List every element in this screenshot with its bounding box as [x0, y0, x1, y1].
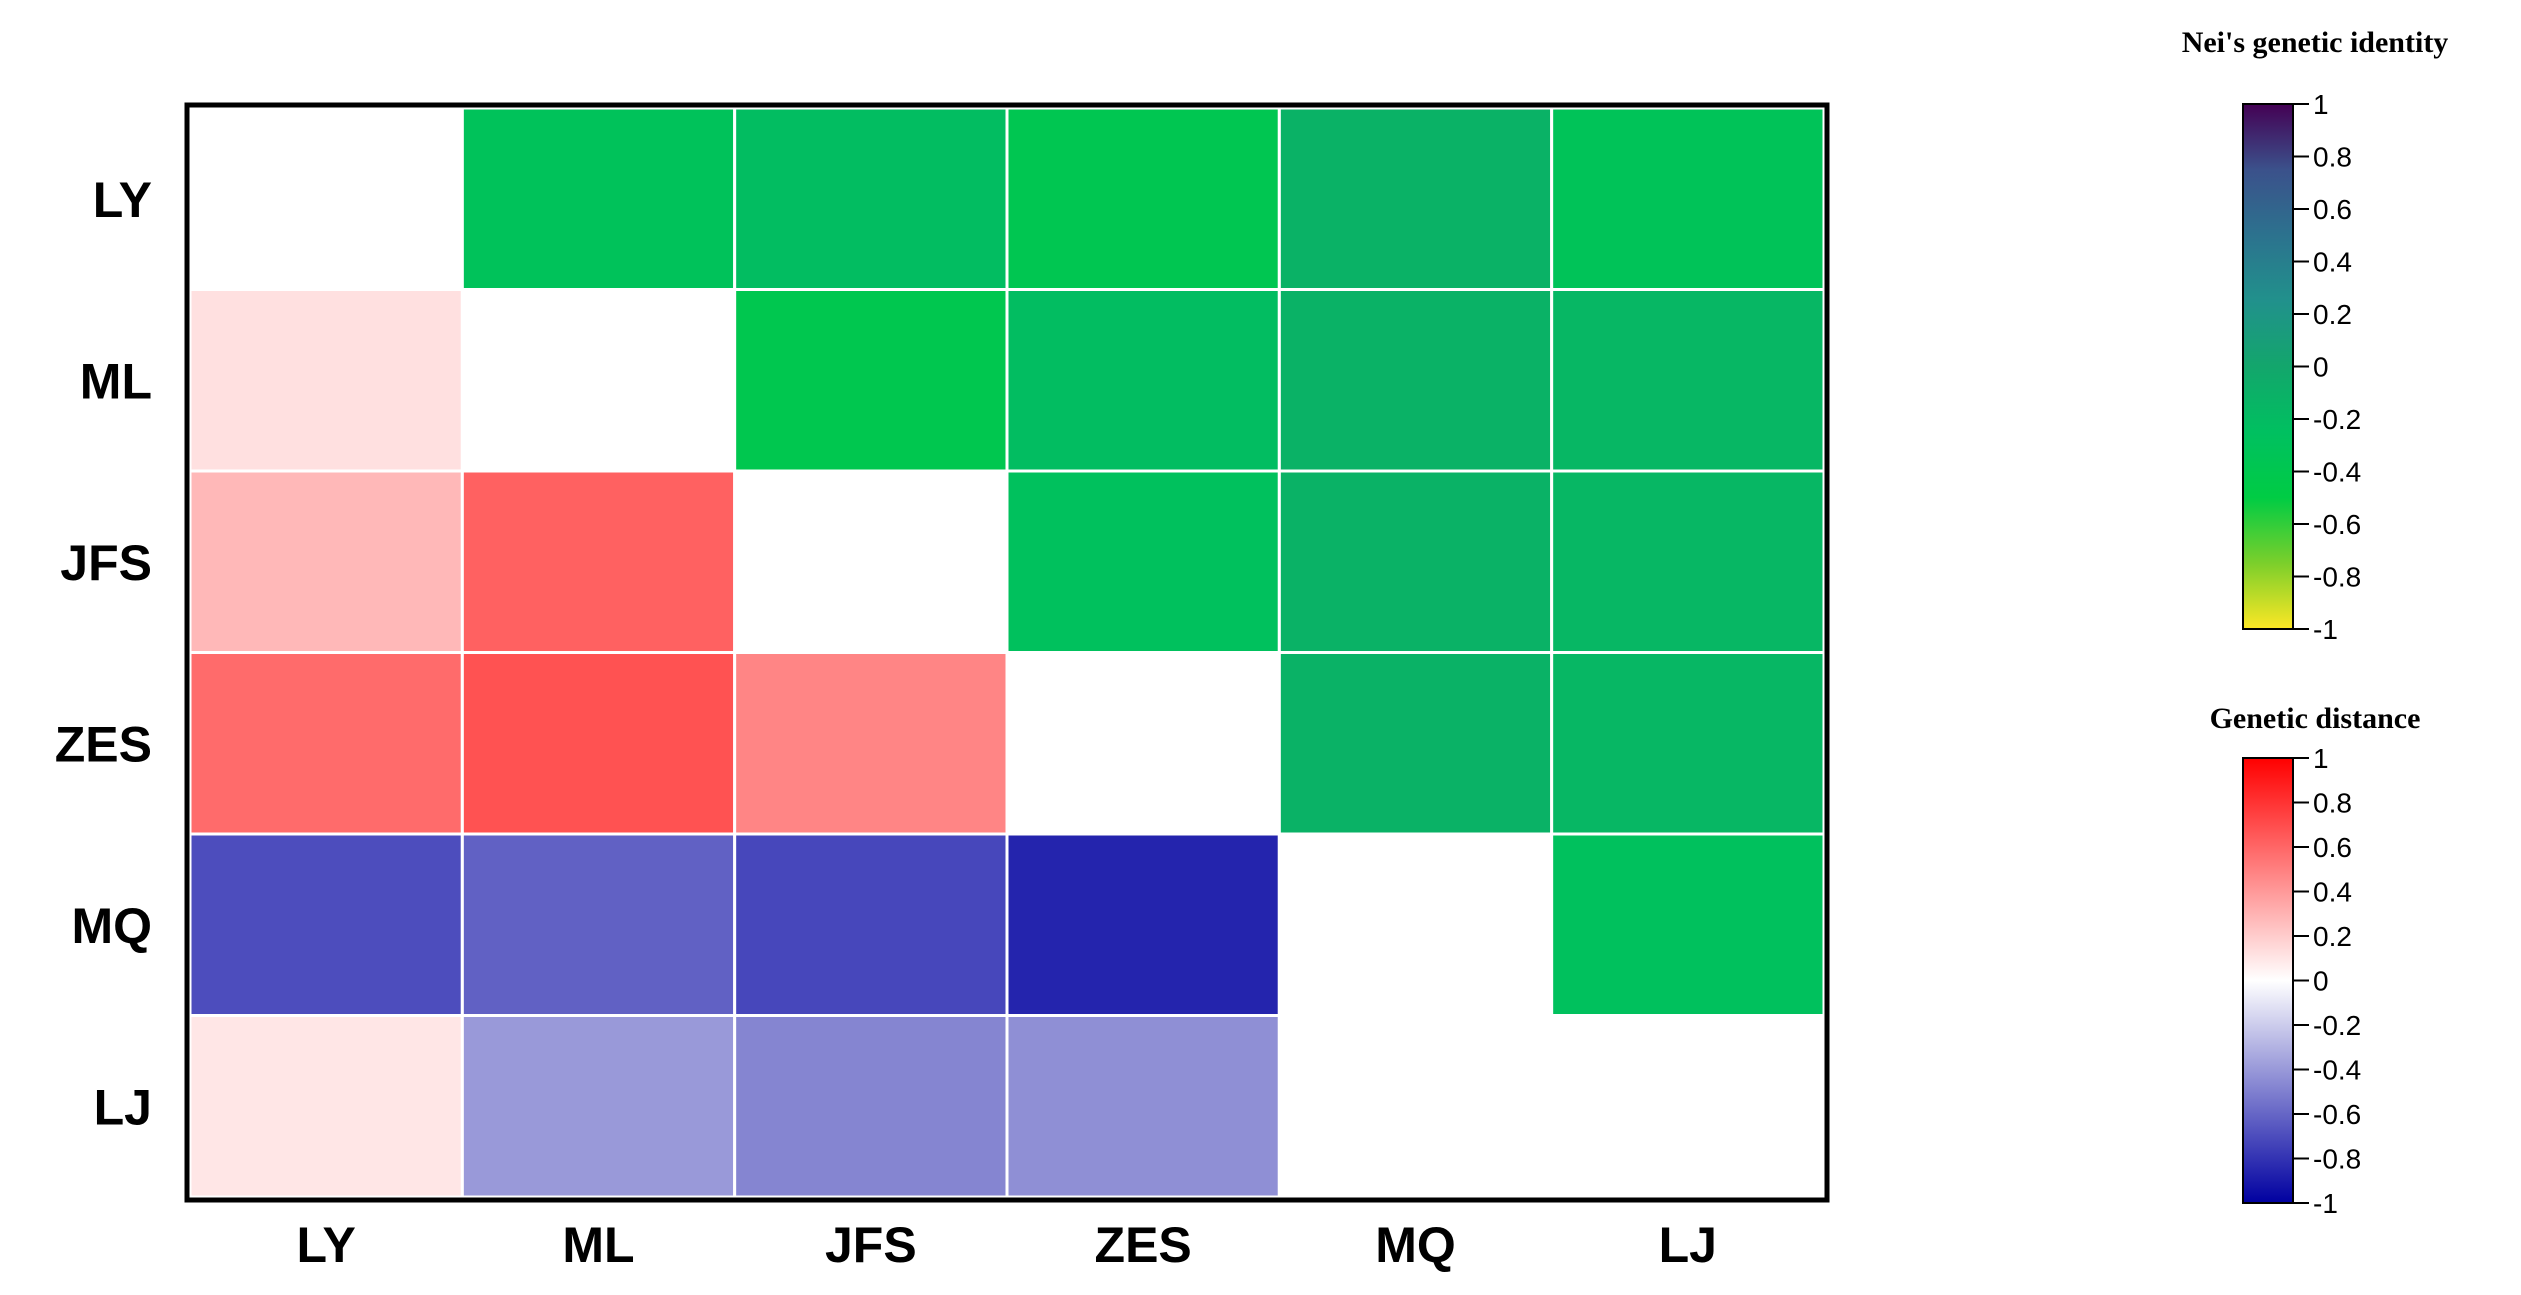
- colorbar-identity-title: Nei's genetic identity: [2182, 26, 2449, 59]
- column-label-ly: LY: [297, 1217, 356, 1273]
- heatmap-cell-zes-ml: [460, 651, 737, 836]
- heatmap-cell-zes-mq: [1277, 651, 1554, 836]
- colorbar-identity-tick-label: 1: [2313, 89, 2329, 120]
- row-label-jfs: JFS: [60, 535, 152, 591]
- colorbar-distance-tick-label: 0.6: [2313, 832, 2352, 863]
- column-label-lj: LJ: [1659, 1217, 1717, 1273]
- heatmap-cell-lj-jfs: [733, 1014, 1009, 1199]
- heatmap-cell-ly-jfs: [733, 106, 1009, 291]
- colorbar-identity-tick-label: -0.8: [2313, 562, 2361, 593]
- plot-frame: [184, 102, 1830, 1203]
- heatmap-cell-mq-ml: [460, 832, 737, 1017]
- colorbar-distance-tick-label: -1: [2313, 1188, 2338, 1219]
- colorbar-identity-tick-label: -0.4: [2313, 457, 2361, 488]
- heatmap-cell-zes-lj: [1550, 651, 1826, 836]
- colorbar-distance-tick-label: 0.2: [2313, 921, 2352, 952]
- colorbar-distance-tick-label: 0.8: [2313, 788, 2352, 819]
- heatmap-cell-jfs-ml: [460, 469, 737, 654]
- heatmap-cell-jfs-lj: [1550, 469, 1826, 654]
- colorbar-distance-tick-label: -0.6: [2313, 1099, 2361, 1130]
- row-tick-labels: LY ML JFS ZES MQ LJ: [55, 172, 152, 1136]
- column-label-mq: MQ: [1375, 1217, 1456, 1273]
- heatmap-cell-mq-mq: [1277, 832, 1554, 1017]
- colorbar-identity-tick-label: 0.8: [2313, 142, 2352, 173]
- heatmap-cell-lj-ly: [188, 1014, 464, 1199]
- row-label-mq: MQ: [71, 898, 152, 954]
- heatmap-cell-ly-ly: [188, 106, 464, 291]
- colorbar-identity-tick-label: 0: [2313, 352, 2329, 383]
- colorbar-distance-bar: [2242, 757, 2294, 1204]
- heatmap-cell-zes-zes: [1005, 651, 1281, 836]
- colorbar-identity-ticks: 1 0.8 0.6 0.4 0.2 0 -0.2 -0.4 -0.6 -0.8 -1: [2293, 89, 2361, 645]
- heatmap-cell-mq-ly: [188, 832, 464, 1017]
- heatmap-cell-jfs-jfs: [733, 469, 1009, 654]
- heatmap-cell-jfs-ly: [188, 469, 464, 654]
- colorbar-distance-tick-label: 0: [2313, 966, 2329, 997]
- heatmap-cell-ml-zes: [1005, 288, 1281, 473]
- heatmap-cell-ly-zes: [1005, 106, 1281, 291]
- column-label-ml: ML: [562, 1217, 634, 1273]
- heatmap-cell-ly-lj: [1550, 106, 1826, 291]
- colorbar-identity-tick-label: 0.6: [2313, 194, 2352, 225]
- row-label-ly: LY: [93, 172, 152, 228]
- heatmap-cell-zes-jfs: [733, 651, 1009, 836]
- colorbar-distance-tick-label: 0.4: [2313, 877, 2352, 908]
- heatmap-cell-ml-jfs: [733, 288, 1009, 473]
- heatmap-cell-jfs-zes: [1005, 469, 1281, 654]
- colorbar-distance-tick-label: -0.2: [2313, 1010, 2361, 1041]
- heatmap-cell-ml-ml: [460, 288, 737, 473]
- colorbar-identity-tick-label: -0.6: [2313, 509, 2361, 540]
- colorbar-distance-tick-label: -0.4: [2313, 1055, 2361, 1086]
- heatmap-cell-lj-ml: [460, 1014, 737, 1199]
- colorbar-distance: Genetic distance 1 0.8 0.6 0.4 0.2 0 -0.2 -0.4 -…: [2210, 702, 2421, 1219]
- heatmap-cell-ml-lj: [1550, 288, 1826, 473]
- colorbar-identity-tick-label: 0.2: [2313, 299, 2352, 330]
- heatmap-cells: [188, 106, 1826, 1199]
- heatmap-cell-lj-zes: [1005, 1014, 1281, 1199]
- heatmap-cell-zes-ly: [188, 651, 464, 836]
- heatmap-cell-jfs-mq: [1277, 469, 1554, 654]
- colorbar-distance-tick-label: -0.8: [2313, 1144, 2361, 1175]
- colorbar-identity-bar: [2242, 103, 2294, 630]
- colorbar-distance-ticks: 1 0.8 0.6 0.4 0.2 0 -0.2 -0.4 -0.6 -0.8 -1: [2293, 743, 2361, 1219]
- heatmap-cell-ml-ly: [188, 288, 464, 473]
- row-label-ml: ML: [80, 353, 152, 409]
- column-tick-labels: LY ML JFS ZES MQ LJ: [297, 1217, 1718, 1273]
- heatmap-cell-lj-lj: [1550, 1014, 1826, 1199]
- heatmap-cell-ml-mq: [1277, 288, 1554, 473]
- heatmap-cell-lj-mq: [1277, 1014, 1554, 1199]
- column-label-zes: ZES: [1095, 1217, 1192, 1273]
- heatmap-cell-ly-ml: [460, 106, 737, 291]
- colorbar-distance-tick-label: 1: [2313, 743, 2329, 774]
- colorbar-identity-tick-label: -0.2: [2313, 404, 2361, 435]
- colorbar-identity-tick-label: 0.4: [2313, 247, 2352, 278]
- heatmap-cell-ly-mq: [1277, 106, 1554, 291]
- colorbar-identity: Nei's genetic identity 1 0.8 0.6 0.4 0.2 0 -0.…: [2182, 26, 2449, 645]
- colorbar-distance-title: Genetic distance: [2210, 702, 2421, 735]
- row-label-lj: LJ: [94, 1079, 152, 1135]
- heatmap-cell-mq-zes: [1005, 832, 1281, 1017]
- heatmap-cell-mq-lj: [1550, 832, 1826, 1017]
- row-label-zes: ZES: [55, 716, 152, 772]
- column-label-jfs: JFS: [825, 1217, 917, 1273]
- heatmap-cell-mq-jfs: [733, 832, 1009, 1017]
- colorbar-identity-tick-label: -1: [2313, 614, 2338, 645]
